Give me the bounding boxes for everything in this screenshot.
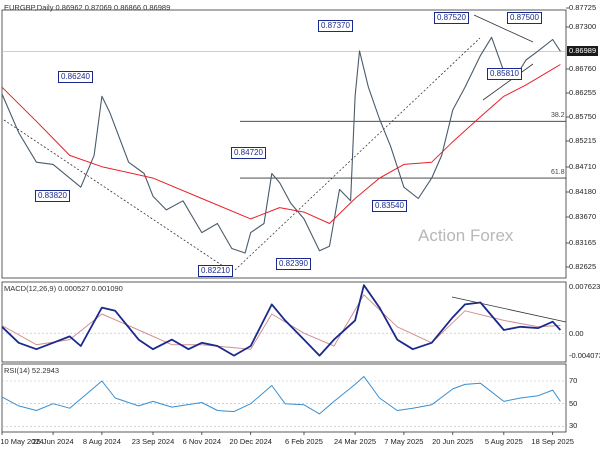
macd-panel-frame [1, 281, 567, 363]
y-tick-label: 0.87725 [569, 3, 597, 12]
uptrend-line [234, 37, 481, 271]
y-tick-label: 0.83670 [569, 212, 597, 221]
y-tick-label: 0.86255 [569, 88, 597, 97]
current-price-label: 0.86989 [567, 46, 599, 57]
moving-average-line [1, 64, 561, 224]
x-tick-label: 8 Aug 2024 [82, 437, 121, 446]
price-callout: 0.86240 [58, 71, 93, 83]
macd-y-tick-label: 0.00 [569, 329, 584, 338]
price-callout: 0.85810 [487, 68, 522, 80]
y-tick-label: 0.83165 [569, 238, 597, 247]
x-tick-label: 6 Feb 2025 [284, 437, 323, 446]
fib-level-label: 61.8 [551, 169, 565, 177]
rsi-y-tick-label: 70 [569, 376, 578, 385]
fib-level-label: 38.2 [551, 112, 565, 120]
y-tick-label: 0.84180 [569, 187, 597, 196]
price-callout: 0.82390 [276, 258, 311, 270]
price-callout: 0.87500 [507, 12, 542, 24]
x-tick-label: 10 May 2024 [0, 437, 44, 446]
x-tick-label: 24 Mar 2025 [333, 437, 377, 446]
macd-trendline [451, 296, 567, 323]
x-tick-label: 23 Sep 2024 [131, 437, 175, 446]
watermark: Action Forex [418, 226, 514, 245]
main-panel-frame [1, 9, 567, 279]
rsi-panel-frame [1, 363, 567, 433]
triangle-upper-line [473, 14, 534, 43]
y-tick-label: 0.82625 [569, 262, 597, 271]
price-callout: 0.84720 [231, 147, 266, 159]
triangle-lower-line [482, 63, 534, 101]
rsi-header: RSI(14) 52.2943 [4, 366, 60, 375]
price-callout: 0.87520 [434, 12, 469, 24]
price-series-line [1, 36, 561, 254]
macd-line [1, 284, 562, 357]
y-tick-label: 0.84710 [569, 162, 597, 171]
macd-header: MACD(12,26,9) 0.000527 0.001090 [4, 284, 123, 293]
x-tick-label: 20 Dec 2024 [229, 437, 272, 446]
y-tick-label: 0.85215 [569, 136, 597, 145]
price-callout: 0.87370 [318, 20, 353, 32]
symbol-header: EURGBP,Daily 0.86962 0.87069 0.86866 0.8… [4, 3, 171, 12]
y-tick-label: 0.87300 [569, 22, 597, 31]
price-callout: 0.82210 [198, 265, 233, 277]
y-tick-label: 0.86760 [569, 64, 597, 73]
y-tick-label: 0.85750 [569, 112, 597, 121]
x-tick-label: 5 Aug 2025 [484, 437, 523, 446]
rsi-line [1, 376, 561, 415]
x-tick-label: 6 Nov 2024 [182, 437, 222, 446]
price-callout: 0.83820 [35, 190, 70, 202]
macd-y-tick-label: 0.007623 [569, 282, 600, 291]
x-tick-label: 18 Sep 2025 [531, 437, 574, 446]
macd-y-tick-label: -0.004073 [569, 351, 600, 360]
downtrend-line [3, 119, 233, 273]
x-tick-label: 7 May 2025 [384, 437, 424, 446]
rsi-y-tick-label: 50 [569, 398, 578, 408]
price-callout: 0.83540 [372, 200, 407, 212]
x-tick-label: 20 Jun 2025 [432, 437, 474, 446]
x-tick-label: 25 Jun 2024 [32, 437, 74, 446]
rsi-y-tick-label: 30 [569, 421, 578, 431]
